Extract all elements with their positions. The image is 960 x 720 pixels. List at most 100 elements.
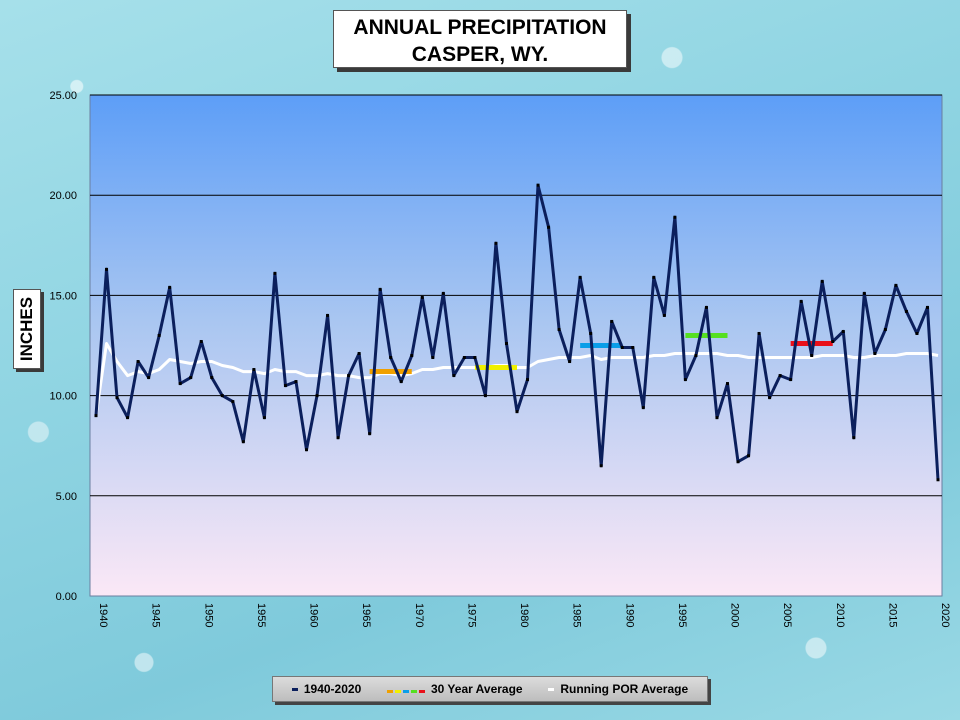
legend-swatches-30yr: [386, 682, 427, 696]
annual-precip-point: [431, 356, 435, 360]
y-tick-label: 0.00: [56, 591, 77, 603]
annual-precip-point: [662, 313, 666, 317]
annual-precip-point: [631, 346, 635, 350]
annual-precip-point: [326, 313, 330, 317]
annual-precip-point: [936, 478, 940, 482]
y-tick-label: 5.00: [56, 491, 77, 503]
annual-precip-point: [820, 279, 824, 283]
annual-precip-point: [262, 416, 266, 420]
y-tick-label: 10.00: [49, 391, 77, 403]
annual-precip-point: [504, 341, 508, 345]
annual-precip-point: [410, 354, 414, 358]
annual-precip-point: [578, 275, 582, 279]
annual-precip-point: [420, 295, 424, 299]
annual-precip-point: [494, 241, 498, 245]
annual-precip-point: [241, 440, 245, 444]
annual-precip-point: [462, 356, 466, 360]
annual-precip-point: [368, 432, 372, 436]
annual-precip-point: [768, 396, 772, 400]
annual-precip-point: [683, 378, 687, 382]
annual-precip-point: [315, 394, 319, 398]
annual-precip-point: [483, 394, 487, 398]
annual-precip-point: [273, 271, 277, 275]
x-tick-label: 2010: [834, 603, 846, 627]
annual-precip-point: [231, 400, 235, 404]
legend-item-30yr: 30 Year Average: [386, 682, 523, 696]
annual-precip-point: [305, 448, 308, 452]
x-tick-label: 1990: [623, 603, 635, 627]
annual-precip-point: [557, 327, 561, 331]
annual-precip-point: [126, 416, 130, 420]
annual-precip-point: [136, 360, 140, 364]
x-axis-ticks: 1940 1945 1950 1955 1960 1965 1970 1975 1980 1985…: [97, 603, 951, 627]
annual-precip-point: [789, 378, 793, 382]
annual-precip-point: [178, 382, 182, 386]
x-tick-label: 1970: [413, 603, 425, 627]
annual-precip-point: [852, 436, 856, 440]
annual-precip-point: [736, 460, 740, 464]
x-tick-label: 1950: [202, 603, 214, 627]
legend-swatch-annual: [291, 687, 298, 691]
legend-label-annual: 1940-2020: [303, 682, 362, 696]
annual-precip-series: [94, 183, 940, 482]
annual-precip-point: [894, 283, 898, 287]
y-axis-label-box: INCHES: [13, 289, 41, 369]
annual-precip-point: [547, 225, 551, 229]
annual-precip-point: [399, 380, 403, 384]
annual-precip-point: [347, 374, 351, 378]
annual-precip-point: [841, 329, 845, 333]
x-tick-label: 2020: [939, 603, 951, 627]
annual-precip-point: [620, 346, 624, 350]
legend-swatch-30yr: [402, 690, 409, 693]
y-tick-label: 15.00: [49, 290, 77, 302]
annual-precip-point: [283, 384, 287, 388]
annual-precip-point: [147, 376, 151, 380]
annual-precip-point: [726, 382, 729, 386]
x-tick-label: 2015: [886, 603, 898, 627]
annual-precip-point: [599, 464, 603, 468]
annual-precip-point: [673, 215, 677, 219]
annual-precip-point: [105, 267, 109, 271]
x-tick-label: 1995: [676, 603, 688, 627]
annual-precip-point: [810, 354, 814, 358]
annual-precip-point: [862, 291, 866, 295]
annual-precip-point: [168, 285, 172, 289]
legend: 1940-2020 30 Year Average Running POR Av…: [272, 676, 708, 702]
annual-precip-point: [115, 396, 119, 400]
annual-precip-point: [757, 331, 761, 335]
legend-swatch-30yr: [394, 690, 401, 693]
annual-precip-point: [526, 378, 530, 382]
annual-precip-point: [452, 374, 456, 378]
y-axis-ticks: 0.00 5.00 10.00 15.00 20.00 25.00: [49, 90, 77, 603]
annual-precip-point: [915, 331, 919, 335]
x-tick-label: 2005: [781, 603, 793, 627]
annual-precip-point: [831, 339, 835, 343]
annual-precip-point: [904, 309, 908, 313]
annual-precip-point: [652, 275, 656, 279]
annual-precip-point: [778, 374, 782, 378]
legend-label-por: Running POR Average: [560, 682, 689, 696]
annual-precip-point: [694, 354, 698, 358]
x-tick-label: 1975: [465, 603, 477, 627]
annual-precip-point: [378, 287, 382, 291]
y-tick-label: 20.00: [49, 190, 77, 202]
legend-label-30yr: 30 Year Average: [430, 682, 523, 696]
chart-title-line1: ANNUAL PRECIPITATION: [353, 16, 607, 39]
annual-precip-point: [799, 299, 803, 303]
annual-precip-point: [747, 454, 751, 458]
annual-precip-point: [252, 368, 256, 372]
x-tick-label: 1940: [97, 603, 109, 627]
annual-precip-point: [220, 394, 224, 398]
annual-precip-point: [515, 410, 519, 414]
annual-precip-point: [925, 305, 929, 309]
annual-precip-point: [883, 327, 887, 331]
y-axis-label: INCHES: [17, 296, 36, 362]
annual-precip-point: [441, 291, 445, 295]
annual-precip-point: [536, 183, 540, 187]
annual-precip-point: [873, 352, 877, 356]
legend-swatch-30yr: [386, 690, 393, 693]
annual-precip-point: [294, 380, 298, 384]
annual-precip-point: [157, 333, 161, 337]
legend-swatch-por: [548, 687, 555, 691]
